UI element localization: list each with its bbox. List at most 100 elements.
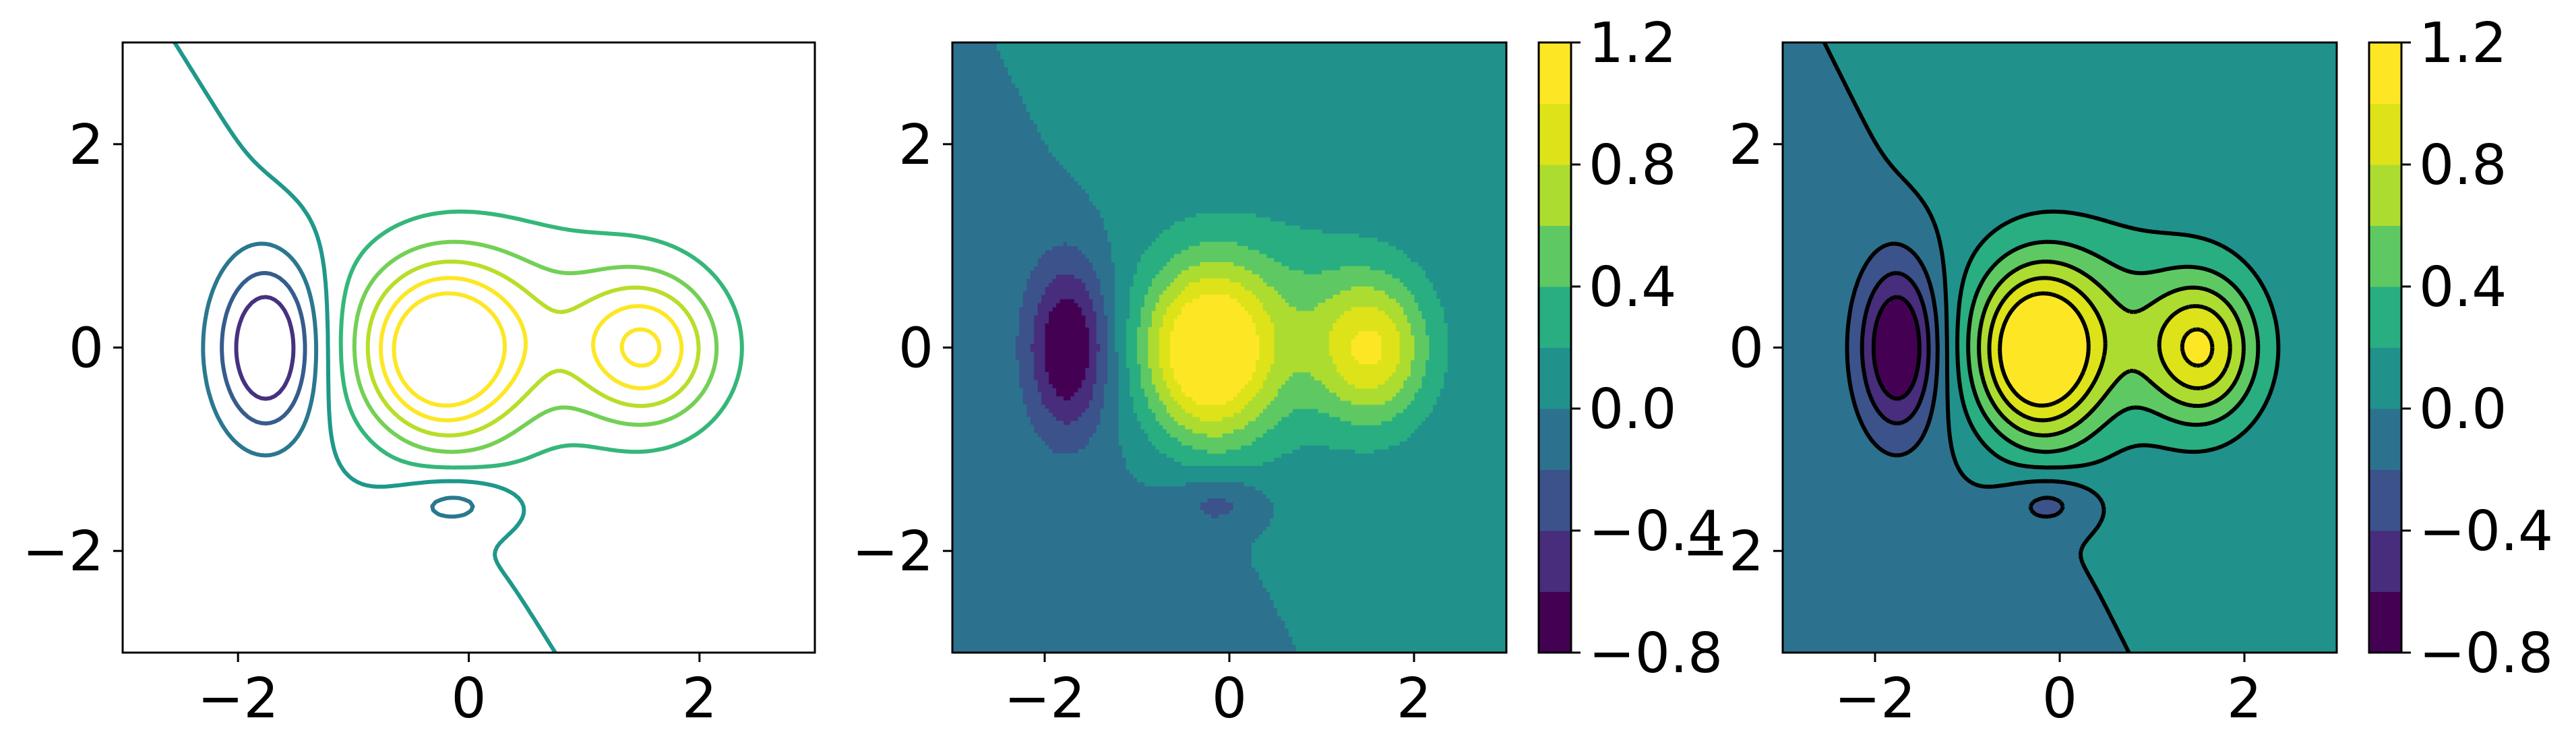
contour-band-5 — [1126, 213, 1448, 467]
colorbar-band-9 — [1539, 42, 1571, 104]
colorbar-band-8 — [2369, 103, 2401, 165]
overlay-contour-line-5 — [1966, 239, 2261, 454]
colorbar-band-9 — [2369, 42, 2401, 104]
contour-line-level-6 — [365, 260, 701, 438]
overlay-contour-line-8 — [1998, 291, 2215, 408]
x-tick-label: 2 — [2227, 667, 2262, 731]
contour-band-1 — [1030, 274, 1101, 425]
contour-band-0 — [1045, 299, 1090, 401]
contour-lines-panel: −2 0 2 −2 0 2 — [22, 41, 816, 731]
contour-lines-y-axis: −2 0 2 — [22, 113, 123, 584]
y-tick-label: 2 — [69, 113, 104, 177]
overlay-contour-line-2 — [1845, 241, 2065, 519]
colorbar-tick-label: 0.4 — [2419, 256, 2507, 320]
contour-band-4 — [1827, 42, 2337, 653]
filled-contour-x-axis: −2 0 2 — [1004, 653, 1432, 731]
colorbar-frame — [1537, 41, 1572, 654]
contour-line-level-0 — [234, 295, 296, 401]
contour-band-9 — [2000, 295, 2212, 405]
contour-band-4 — [996, 42, 1506, 653]
x-tick-label: 0 — [451, 667, 486, 731]
contour-line-level-8 — [392, 291, 662, 408]
colorbar-tick-label: 0.0 — [1589, 378, 1676, 442]
colorbar-band-5 — [2369, 287, 2401, 348]
colorbar-tick-label: −0.4 — [2419, 500, 2553, 564]
y-tick-label: −2 — [1682, 520, 1764, 584]
colorbar-band-2 — [1539, 469, 1571, 531]
contour-line-level-4 — [338, 209, 744, 470]
colorbar-tick-label: 0.8 — [1589, 133, 1676, 198]
filled-contour-colorbar: 1.2 0.8 0.4 0.0 −0.4 −0.8 — [1537, 11, 1723, 686]
colorbar-band-2 — [2369, 469, 2401, 531]
y-tick-label: 0 — [898, 317, 933, 381]
overlay-contour-line-0 — [1871, 295, 1922, 401]
contour-band-2 — [1015, 241, 1234, 519]
contour-line-level-1 — [220, 271, 307, 426]
overlay-contour-line-4 — [1955, 209, 2281, 470]
x-tick-label: 2 — [682, 667, 717, 731]
colorbar-band-0 — [1539, 591, 1571, 653]
x-tick-label: −2 — [1004, 667, 1086, 731]
colorbar-band-7 — [1539, 165, 1571, 226]
colorbar-band-5 — [1539, 287, 1571, 348]
overlay-contour-line-6 — [1977, 260, 2246, 438]
colorbar-tick-label: 0.0 — [2419, 378, 2507, 442]
y-tick-label: −2 — [852, 520, 933, 584]
contour-band-6 — [1967, 241, 2260, 454]
y-tick-label: 0 — [69, 317, 104, 381]
overlay-contour-line-3 — [1822, 42, 2131, 653]
x-tick-label: 0 — [1212, 667, 1247, 731]
colorbar-tick-label: 0.8 — [2419, 133, 2507, 198]
contour-line-level-3 — [173, 42, 557, 653]
contour-band-9 — [1170, 295, 1382, 405]
contour-lines-plot-area — [173, 42, 744, 653]
colorbar-tick-label: 1.2 — [1589, 11, 1676, 76]
colorbar-tick-label: 0.4 — [1589, 256, 1676, 320]
filled-contour-panel: −2 0 2 −2 0 2 1.2 0.8 0.4 0.0 −0.4 −0.8 — [852, 11, 1723, 731]
contour-lines-x-axis: −2 0 2 — [197, 653, 717, 731]
filled-contour-with-lines-plot-area — [1783, 42, 2337, 653]
colorbar-band-6 — [1539, 225, 1571, 287]
colorbar-band-1 — [1539, 531, 1571, 592]
colorbar-band-7 — [2369, 165, 2401, 226]
contour-band-7 — [1148, 262, 1415, 438]
filled-contour-with-lines-panel: −2 0 2 −2 0 2 1.2 0.8 0.4 0.0 −0.4 −0.8 — [1682, 11, 2553, 731]
colorbar-tick-label: −0.8 — [1589, 622, 1723, 686]
colorbar-band-1 — [2369, 531, 2401, 592]
contour-line-level-5 — [352, 239, 719, 454]
y-tick-label: 2 — [898, 113, 933, 177]
colorbar-tick-label: 1.2 — [2419, 11, 2507, 76]
filled-contour-with-lines-x-axis: −2 0 2 — [1835, 653, 2262, 731]
filled-contour-y-axis: −2 0 2 — [852, 113, 952, 584]
contour-band-3 — [952, 42, 1297, 653]
colorbar-band-8 — [1539, 103, 1571, 165]
colorbar-band-6 — [2369, 225, 2401, 287]
colorbar-band-3 — [2369, 409, 2401, 470]
contour-lines-frame — [121, 41, 816, 654]
x-tick-label: 0 — [2042, 667, 2077, 731]
colorbar-tick-label: −0.4 — [1589, 500, 1723, 564]
colorbar-tick-label: −0.8 — [2419, 622, 2553, 686]
x-tick-label: −2 — [1835, 667, 1916, 731]
filled-contour-with-lines-y-axis: −2 0 2 — [1682, 113, 1783, 584]
contour-band-0 — [1875, 299, 1920, 401]
filled-contour-with-lines-colorbar: 1.2 0.8 0.4 0.0 −0.4 −0.8 — [2368, 11, 2553, 686]
overlay-contour-line-1 — [1860, 271, 1931, 426]
contour-line-level-7 — [379, 276, 684, 423]
y-tick-label: 0 — [1729, 317, 1764, 381]
contour-band-3 — [1783, 42, 2127, 653]
contour-band-6 — [1137, 241, 1430, 454]
y-tick-label: 2 — [1729, 113, 1764, 177]
contour-band-7 — [1978, 262, 2245, 438]
overlay-contour-line-7 — [1987, 276, 2232, 423]
filled-contour-plot-area — [952, 42, 1506, 653]
contour-band-2 — [1845, 241, 2064, 519]
colorbar-frame — [2368, 41, 2403, 654]
y-tick-label: −2 — [22, 520, 104, 584]
colorbar-band-4 — [2369, 347, 2401, 409]
x-tick-label: −2 — [197, 667, 279, 731]
colorbar-band-0 — [2369, 591, 2401, 653]
x-tick-label: 2 — [1397, 667, 1432, 731]
contour-line-level-2 — [201, 241, 475, 519]
